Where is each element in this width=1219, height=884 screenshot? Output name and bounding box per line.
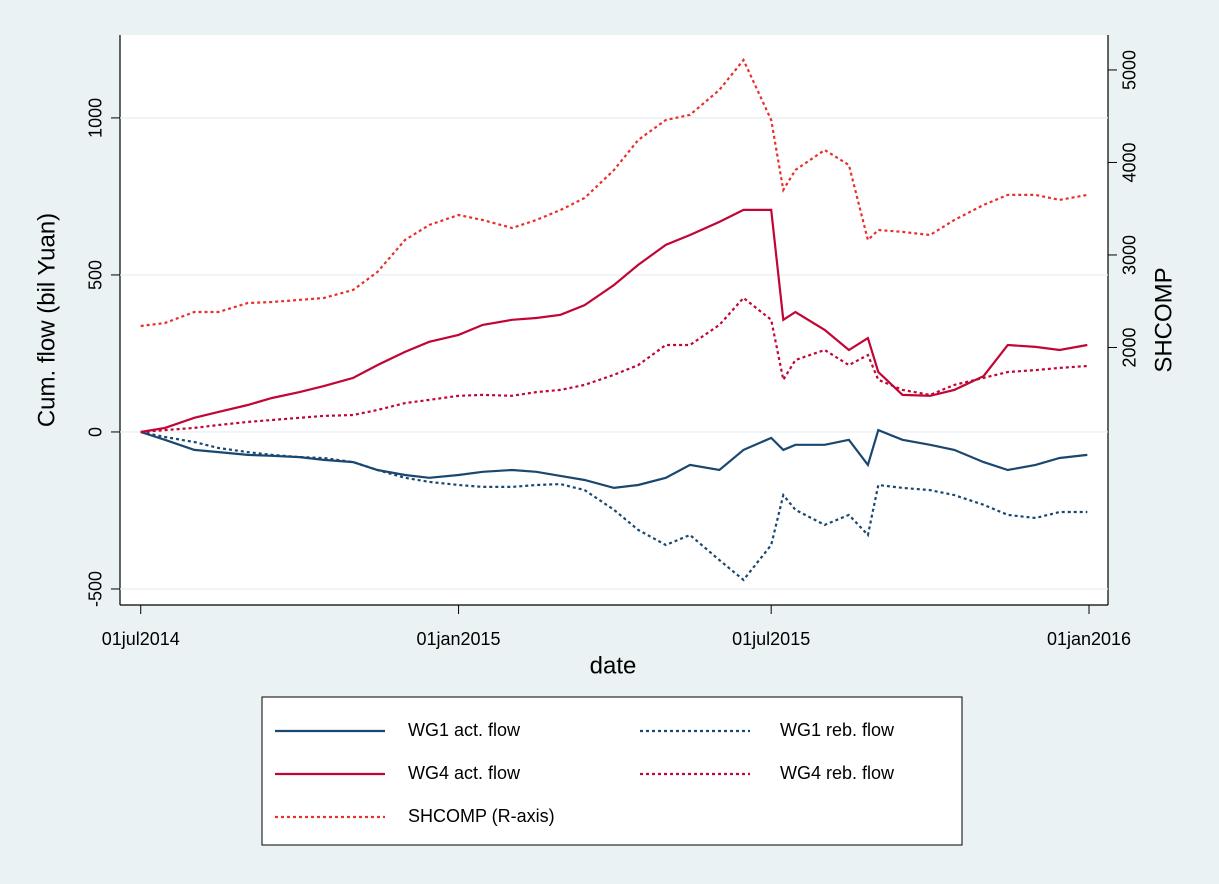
x-tick-label: 01jan2015: [416, 629, 500, 649]
y2-tick-label: 3000: [1120, 235, 1140, 275]
legend-label: WG4 reb. flow: [780, 763, 895, 783]
y-tick-label: 1000: [86, 98, 106, 138]
y-tick-label: 0: [86, 427, 106, 437]
y2-tick-label: 2000: [1120, 327, 1140, 367]
y-tick-label: 500: [86, 260, 106, 290]
y-tick-label: -500: [86, 571, 106, 607]
x-tick-label: 01jul2015: [732, 629, 810, 649]
legend-label: WG1 reb. flow: [780, 720, 895, 740]
y2-tick-label: 4000: [1120, 142, 1140, 182]
legend-label: SHCOMP (R-axis): [408, 806, 555, 826]
x-tick-label: 01jul2014: [102, 629, 180, 649]
x-tick-label: 01jan2016: [1047, 629, 1131, 649]
legend-box: [261, 696, 963, 846]
legend-label: WG4 act. flow: [408, 763, 521, 783]
legend-label: WG1 act. flow: [408, 720, 521, 740]
y2-tick-label: 5000: [1120, 50, 1140, 90]
series-line: [140, 208, 1088, 434]
y-axis-title: Cum. flow (bil Yuan): [33, 213, 60, 427]
series-line: [140, 57, 1088, 328]
series-line: [140, 296, 1088, 434]
plot-area: [120, 35, 1108, 605]
x-axis-title: date: [590, 652, 637, 679]
y2-axis-title: SHCOMP: [1150, 267, 1177, 372]
series-line: [140, 430, 1088, 582]
